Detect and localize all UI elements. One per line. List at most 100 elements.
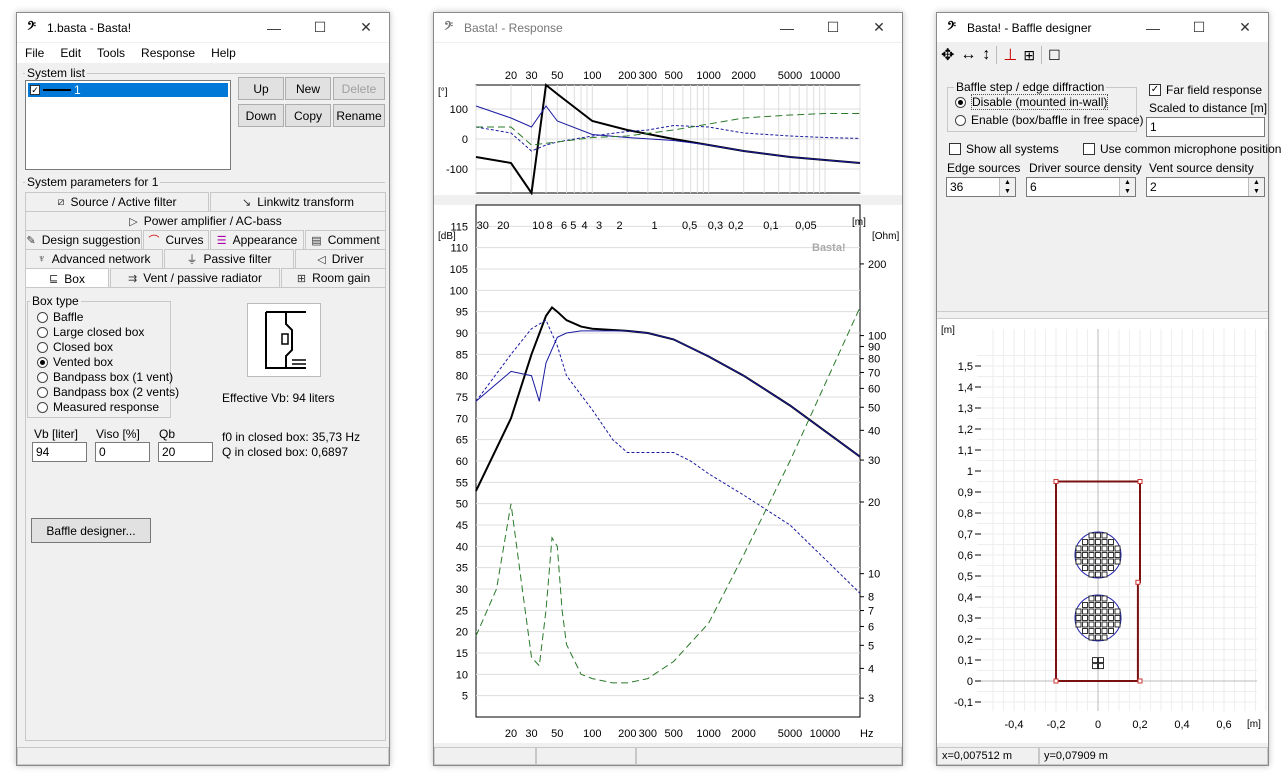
tab-vent[interactable]: ⇉ Vent / passive radiator <box>110 268 280 287</box>
close-button[interactable]: ✕ <box>360 19 372 35</box>
copy-button[interactable]: Copy <box>285 104 331 127</box>
menu-response[interactable]: Response <box>141 46 196 60</box>
driver-spinner[interactable]: 6 ▲ ▼ <box>1026 177 1136 197</box>
radio-closed[interactable]: Closed box <box>37 340 113 354</box>
x-tick-label: -0,2 <box>1047 719 1066 731</box>
vb-input[interactable]: 94 <box>32 442 87 462</box>
rectangle-icon[interactable]: ☐ <box>1048 46 1061 63</box>
driver-source-square <box>1095 615 1101 621</box>
minimize-button[interactable]: — <box>267 19 281 36</box>
driver-source-square <box>1108 558 1114 565</box>
baffle-title: Basta! - Baffle designer <box>967 20 1092 35</box>
ohm-tick-label: 4 <box>868 663 874 675</box>
radio-baffle[interactable]: Baffle <box>37 310 83 324</box>
vertical-resize-icon[interactable]: ↕ <box>982 46 991 63</box>
tab-passive[interactable]: ⏚ Passive filter <box>164 249 294 268</box>
tab-linkwitz[interactable]: ↘ Linkwitz transform <box>210 192 386 211</box>
spin-arrows-icon[interactable]: ▲ ▼ <box>1119 178 1135 196</box>
minimize-button[interactable]: — <box>1146 19 1160 36</box>
radio-vented[interactable]: Vented box <box>37 355 113 369</box>
tab-advanced-label: Advanced network <box>51 252 151 266</box>
driver-source-square <box>1108 565 1114 571</box>
rename-button[interactable]: Rename <box>333 104 385 127</box>
db-tick-label: 30 <box>456 584 468 596</box>
tab-design[interactable]: ✎ Design suggestion <box>25 230 142 249</box>
box-diagram <box>247 303 321 377</box>
tab-curves[interactable]: ⌒ Curves <box>143 230 209 249</box>
maximize-button[interactable]: ☐ <box>1192 19 1206 35</box>
driver-source-square <box>1101 621 1108 628</box>
menu-edit[interactable]: Edit <box>60 46 82 60</box>
tab-appearance[interactable]: ☰ Appearance <box>210 230 304 249</box>
tab-box[interactable]: ⊑ Box <box>25 268 109 288</box>
checkbox-box <box>1083 143 1095 155</box>
baffle-splitter[interactable] <box>937 311 1268 319</box>
system-list-item[interactable]: ✓ 1 <box>28 83 228 97</box>
baffle-canvas[interactable]: [m] [m] 1,5 1,4 1,3 1,2 1,1 1 0,9 0,8 0,7 0,6 0,5 0,4… <box>937 319 1268 743</box>
wavelength-tick-label: 5 <box>570 220 576 232</box>
maximize-button[interactable]: ☐ <box>313 19 327 35</box>
system-checkbox[interactable]: ✓ <box>30 85 40 95</box>
radio-measured[interactable]: Measured response <box>37 400 159 414</box>
radio-large-closed[interactable]: Large closed box <box>37 325 144 339</box>
close-button[interactable]: ✕ <box>1239 19 1251 35</box>
tab-comment[interactable]: ▤ Comment <box>305 230 386 249</box>
tab-driver[interactable]: ◁ Driver <box>295 249 386 268</box>
comment-icon: ▤ <box>311 234 322 247</box>
menu-help[interactable]: Help <box>211 46 236 60</box>
driver-source-square <box>1101 608 1108 615</box>
radio-disable[interactable]: Disable (mounted in-wall) <box>955 94 1109 110</box>
baffle-designer-button[interactable]: Baffle designer... <box>31 518 151 543</box>
db-tick-label: 70 <box>456 413 468 425</box>
radio-label: Enable (box/baffle in free space) <box>971 113 1144 127</box>
delete-button[interactable]: Delete <box>333 77 385 100</box>
phase-series-line <box>475 105 861 164</box>
radio-bandpass-2[interactable]: Bandpass box (2 vents) <box>37 385 179 399</box>
qb-input[interactable]: 20 <box>158 442 213 462</box>
viso-input[interactable]: 0 <box>95 442 150 462</box>
edge-spinner[interactable]: 36 ▲ ▼ <box>946 177 1016 197</box>
tab-source[interactable]: ⧄ Source / Active filter <box>25 192 209 211</box>
spin-arrows-icon[interactable]: ▲ ▼ <box>999 178 1015 196</box>
driver-source-square <box>1088 615 1095 621</box>
menu-tools[interactable]: Tools <box>97 46 126 60</box>
freq-tick-label-top: 300 <box>639 70 657 82</box>
x-tick-label: -0,4 <box>1005 719 1024 731</box>
freq-tick-label-bottom: 20 <box>505 728 517 740</box>
minimize-button[interactable]: — <box>780 19 794 36</box>
wavelength-tick-label: 8 <box>546 220 552 232</box>
tab-room[interactable]: ⊞ Room gain <box>281 268 386 287</box>
radio-bandpass-1[interactable]: Bandpass box (1 vent) <box>37 370 173 384</box>
driver-source-square <box>1114 608 1121 615</box>
system-list[interactable]: ✓ 1 <box>25 80 231 170</box>
tab-power[interactable]: ▷ Power amplifier / AC-bass <box>25 211 386 230</box>
y-status: y=0,07909 m <box>1039 747 1268 765</box>
y-unit-label: [m] <box>941 325 955 336</box>
horizontal-resize-icon[interactable]: ↔ <box>960 46 977 63</box>
status-cell-2 <box>536 747 636 765</box>
corner-axis-icon[interactable]: ⊥ <box>1003 47 1018 64</box>
show-all-checkbox[interactable]: Show all systems <box>949 142 1059 156</box>
spin-arrows-icon[interactable]: ▲ ▼ <box>1248 178 1264 196</box>
close-button[interactable]: ✕ <box>873 19 885 35</box>
mag-series-line <box>475 319 861 594</box>
move-icon[interactable]: ✥ <box>941 47 955 64</box>
grid-icon[interactable]: ⊞ <box>1023 46 1036 63</box>
menu-file[interactable]: File <box>25 46 45 60</box>
far-field-checkbox[interactable]: ✓ Far field response <box>1149 83 1262 97</box>
new-button[interactable]: New <box>285 77 331 100</box>
box-type-label: Box type <box>30 294 81 308</box>
up-button[interactable]: Up <box>238 77 284 100</box>
radio-enable[interactable]: Enable (box/baffle in free space) <box>955 113 1144 127</box>
vent-spinner[interactable]: 2 ▲ ▼ <box>1146 177 1265 197</box>
tab-appearance-label: Appearance <box>232 233 298 247</box>
common-mic-checkbox[interactable]: Use common microphone position <box>1083 142 1281 156</box>
scaled-input[interactable]: 1 <box>1146 117 1265 137</box>
driver-source-square <box>1108 628 1114 634</box>
ohm-tick-label: 7 <box>868 606 874 618</box>
response-plots[interactable]: 1000-100[°]20 30 50 100 200 300 500 1000 2000 500… <box>434 43 902 743</box>
maximize-button[interactable]: ☐ <box>826 19 840 35</box>
down-button[interactable]: Down <box>238 104 284 127</box>
driver-density-label: Driver source density <box>1029 161 1142 175</box>
tab-advanced[interactable]: ♆ Advanced network <box>25 249 163 268</box>
